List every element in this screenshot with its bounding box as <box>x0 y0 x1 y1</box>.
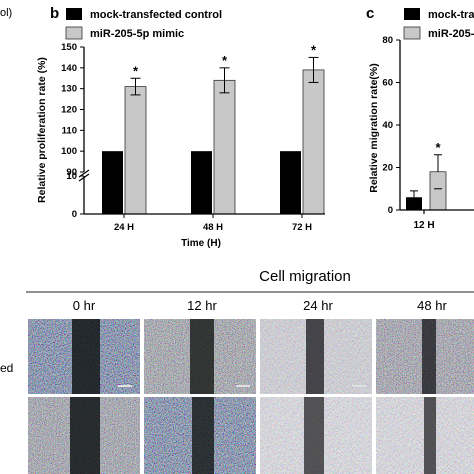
legend-c-mimic-label: miR-205- <box>428 28 474 40</box>
panel-b-x-label: Time (H) <box>181 238 221 249</box>
y-tick-label-c: 60 <box>382 78 393 89</box>
panel-b-y-label: Relative proliferation rate (%) <box>36 57 48 203</box>
left-cut-text: ol) <box>0 7 12 19</box>
panel-c-y-ticks: 0 20 40 60 80 <box>382 35 400 216</box>
micrograph-48hr-row2 <box>376 397 474 474</box>
bar-mimic-24H <box>124 86 147 215</box>
micrograph-24hr-row1 <box>260 319 372 394</box>
cell-migration-panel: Cell migration 0 hr 12 hr 24 hr 48 hr <box>26 268 474 474</box>
micrograph-12hr-row1 <box>144 319 256 394</box>
y-tick-label-b: 120 <box>61 105 77 116</box>
panel-c: c mock-transfected control miR-205- 0 20 4… <box>366 5 474 231</box>
time-label-12hr: 12 hr <box>187 298 217 313</box>
panel-c-x-tick-label: 12 H <box>413 220 434 231</box>
legend-b-mimic-swatch <box>65 26 83 40</box>
micrograph-48hr-row1 <box>376 319 474 394</box>
y-tick-label-b: 130 <box>61 84 77 95</box>
panel-c-bars: * <box>406 140 447 211</box>
time-label-48hr: 48 hr <box>417 298 447 313</box>
y-tick-label-b: 90 <box>66 167 77 178</box>
panel-b-axis-break <box>78 169 90 182</box>
micrograph-12hr-row2 <box>144 397 256 474</box>
significance-star: * <box>133 63 139 78</box>
bar-mimic-72H <box>302 69 325 215</box>
panel-b-x-ticks: 24 H 48 H 72 H <box>114 214 312 233</box>
y-tick-label-b: 110 <box>62 125 77 136</box>
time-label-0hr: 0 hr <box>73 298 96 313</box>
panel-b-bars: * * * <box>102 42 325 215</box>
y-tick-label-b: 10 <box>66 171 77 182</box>
bar-mock-24H <box>102 151 123 214</box>
legend-c-mimic-swatch <box>403 26 421 40</box>
micrograph-24hr-row2 <box>260 397 372 474</box>
panel-b: b mock-transfected control miR-205-5p mi… <box>36 5 325 249</box>
legend-c-mock-swatch <box>404 8 420 20</box>
panel-c-y-label: Relative migration rate(%) <box>368 63 380 193</box>
panel-c-letter: c <box>366 5 374 22</box>
y-tick-label-b: 100 <box>61 146 77 157</box>
x-tick-label-b: 48 H <box>203 222 223 233</box>
x-tick-label-b: 24 H <box>114 222 134 233</box>
bar-mimic-48H <box>213 79 236 215</box>
legend-c-mock-label: mock-transfected control <box>428 9 474 21</box>
micrograph-row-1 <box>28 319 474 394</box>
significance-star: * <box>435 140 441 155</box>
legend-b-mock-swatch <box>66 8 82 20</box>
legend-b-mock-label: mock-transfected control <box>90 9 222 21</box>
y-tick-label-b: 0 <box>72 209 77 220</box>
panel-b-letter: b <box>50 5 59 22</box>
x-tick-label-b: 72 H <box>292 222 312 233</box>
significance-star: * <box>311 42 317 57</box>
left-row-label: ed <box>0 361 13 375</box>
bar-mock-48H <box>191 151 212 214</box>
micrograph-0hr-row1 <box>28 319 140 394</box>
y-tick-label-c: 80 <box>382 35 393 46</box>
micrograph-0hr-row2 <box>28 397 140 474</box>
legend-b-mimic-label: miR-205-5p mimic <box>90 28 184 40</box>
y-tick-label-b: 150 <box>61 42 77 53</box>
y-tick-label-c: 20 <box>382 163 393 174</box>
bar-mock-72H <box>280 151 301 214</box>
significance-star: * <box>222 53 228 68</box>
bar-mimic-12H <box>429 171 447 211</box>
y-tick-label-c: 40 <box>382 120 393 131</box>
time-label-24hr: 24 hr <box>303 298 333 313</box>
y-tick-label-b: 140 <box>61 63 77 74</box>
y-tick-label-c: 0 <box>388 205 393 216</box>
migration-title: Cell migration <box>259 268 351 285</box>
micrograph-row-2 <box>28 397 474 474</box>
